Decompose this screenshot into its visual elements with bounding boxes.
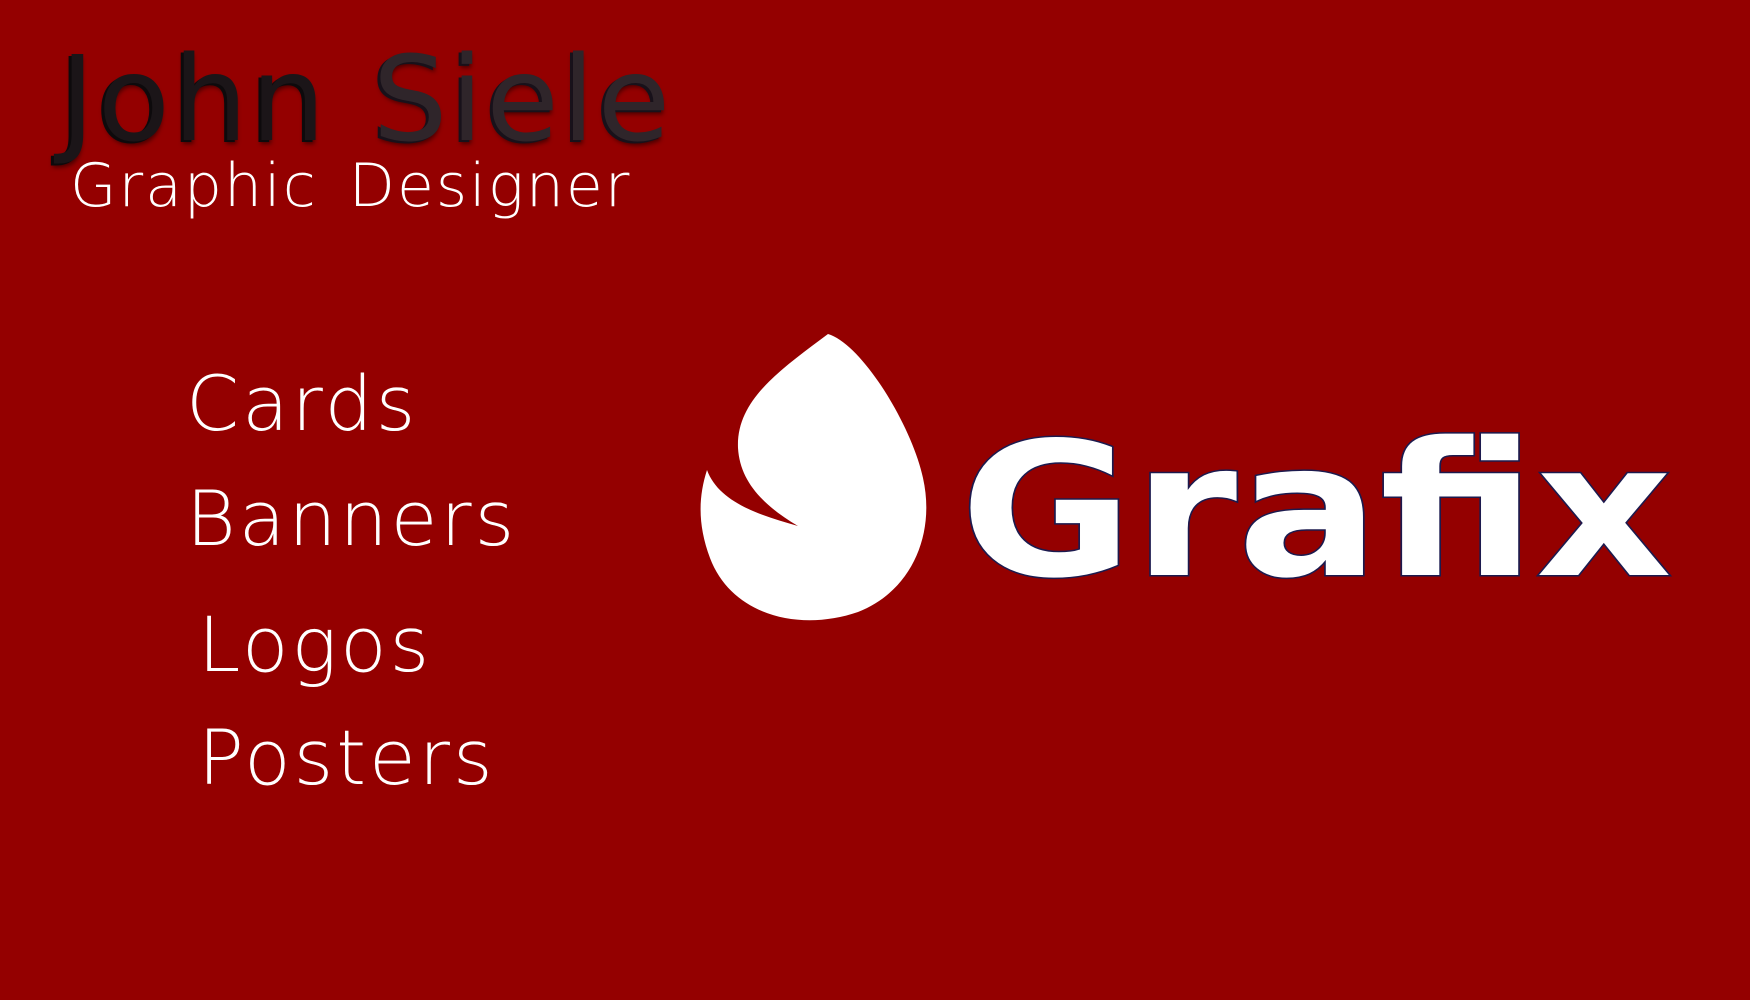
service-item: Posters: [198, 713, 496, 802]
services-list: Cards Banners Logos Posters: [0, 0, 600, 1000]
service-item: Logos: [198, 600, 433, 689]
first-name: John: [60, 30, 329, 168]
wordmark-text: Grafix: [960, 415, 1672, 595]
service-item: Cards: [186, 359, 419, 448]
job-title: Graphic Designer: [70, 151, 632, 221]
drop-swirl-icon: [700, 334, 927, 621]
last-name: Siele: [372, 30, 674, 168]
service-item: Banners: [186, 474, 518, 563]
brand-wordmark: Grafix: [960, 415, 1674, 595]
designer-name: John Siele: [60, 40, 673, 158]
